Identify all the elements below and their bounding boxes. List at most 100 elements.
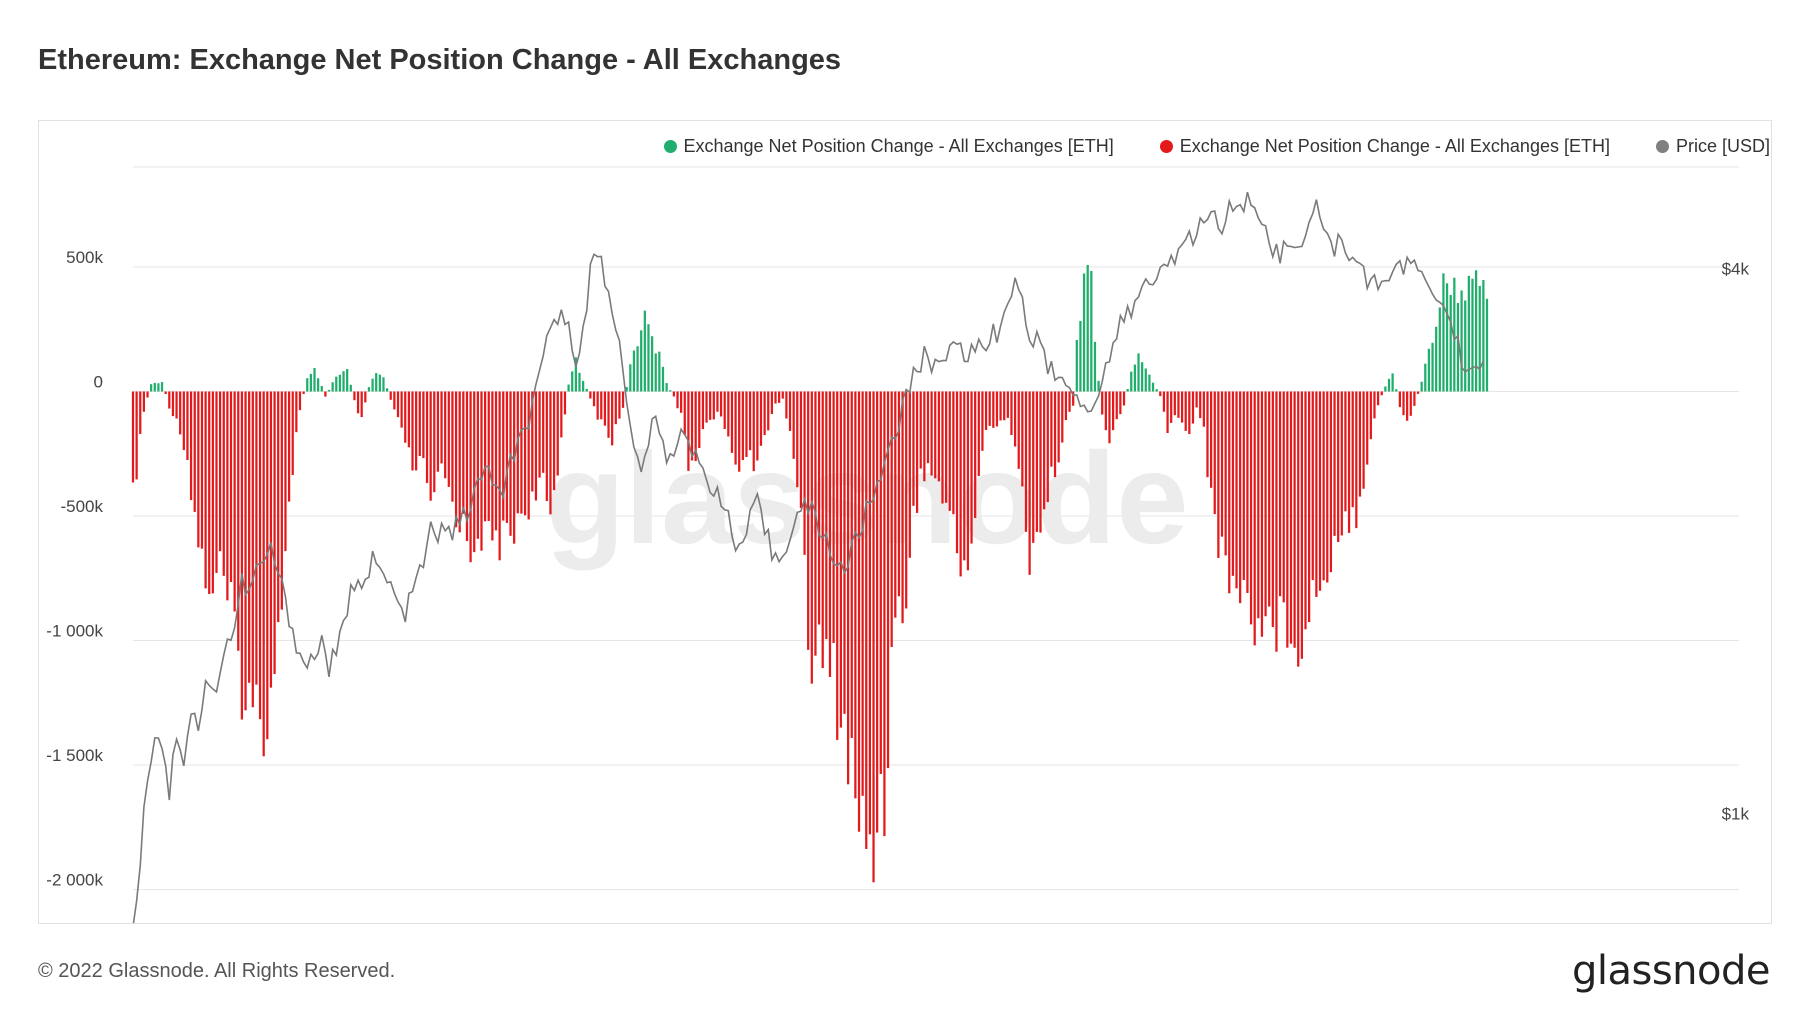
bar-positive: [160, 382, 164, 392]
bar-negative: [513, 391, 516, 544]
bar-positive: [665, 383, 668, 392]
bar-negative: [596, 391, 599, 420]
bar-negative: [556, 391, 559, 476]
bar-negative: [1355, 391, 1358, 529]
bar-negative: [520, 391, 523, 514]
bar-positive: [346, 369, 349, 392]
bar-positive: [1155, 389, 1158, 392]
bar-positive: [320, 386, 323, 392]
bar-positive: [1442, 273, 1445, 392]
bar-negative: [1053, 391, 1057, 478]
bar-negative: [810, 391, 813, 684]
legend-item-positive[interactable]: Exchange Net Position Change - All Excha…: [663, 136, 1114, 157]
bar-negative: [712, 391, 715, 420]
bar-negative: [723, 391, 726, 430]
bar-negative: [527, 391, 530, 520]
bar-positive: [1438, 307, 1441, 392]
bar-negative: [614, 391, 617, 425]
legend-item-price[interactable]: Price [USD]: [1655, 136, 1770, 157]
bar-negative: [945, 391, 948, 503]
bar-negative: [1224, 391, 1227, 556]
bar-negative: [476, 391, 479, 539]
bar-negative: [1242, 391, 1245, 580]
bar-negative: [1032, 391, 1035, 543]
bar-positive: [338, 374, 342, 392]
bar-positive: [658, 351, 661, 392]
bar-negative: [1308, 391, 1311, 623]
bar-negative: [589, 391, 592, 399]
legend-item-negative[interactable]: Exchange Net Position Change - All Excha…: [1159, 136, 1610, 157]
bar-negative: [1043, 391, 1046, 510]
bar-negative: [411, 391, 414, 471]
bar-negative: [204, 391, 207, 589]
bar-negative: [1257, 391, 1260, 619]
bar-negative: [618, 391, 621, 419]
bar-negative: [759, 391, 763, 446]
bar-negative: [607, 391, 610, 438]
bar-negative: [502, 391, 505, 521]
bar-negative: [211, 391, 214, 594]
bar-negative: [886, 391, 890, 769]
glassnode-logo[interactable]: glassnode: [1571, 948, 1771, 994]
bar-negative: [193, 391, 196, 512]
bar-negative: [905, 391, 908, 609]
legend-label: Price [USD]: [1675, 136, 1770, 156]
bar-negative: [592, 391, 596, 407]
bar-negative: [218, 391, 222, 552]
bar-positive: [1467, 275, 1470, 392]
bar-negative: [1166, 391, 1169, 434]
bar-positive: [1453, 277, 1456, 392]
bar-negative: [879, 391, 882, 774]
bar-negative: [1282, 391, 1285, 603]
bar-negative: [542, 391, 545, 473]
bar-negative: [458, 391, 461, 533]
bar-negative: [705, 391, 708, 423]
bar-negative: [280, 391, 283, 610]
bar-negative: [984, 391, 988, 431]
bar-negative: [538, 391, 541, 478]
bar-positive: [335, 376, 338, 392]
bar-positive: [317, 378, 320, 392]
bar-negative: [955, 391, 959, 554]
bar-negative: [226, 391, 229, 601]
legend-label: Exchange Net Position Change - All Excha…: [683, 136, 1114, 156]
bar-negative: [1220, 391, 1224, 537]
bar-negative: [244, 391, 247, 711]
bar-negative: [694, 391, 697, 462]
bar-negative: [687, 391, 690, 471]
bar-negative: [846, 391, 850, 785]
bar-negative: [930, 391, 933, 476]
bar-negative: [872, 391, 875, 883]
bar-positive: [1474, 270, 1478, 392]
bar-positive: [654, 353, 657, 392]
price-line: [132, 191, 1485, 923]
bar-negative: [796, 391, 799, 488]
bar-negative: [850, 391, 853, 738]
bar-negative: [1111, 391, 1115, 431]
bar-negative: [237, 391, 240, 651]
bar-negative: [248, 391, 251, 683]
bar-negative: [865, 391, 868, 849]
bar-negative: [738, 391, 741, 472]
bar-negative: [189, 391, 193, 501]
bar-positive: [1133, 364, 1137, 392]
bar-positive: [1435, 326, 1438, 392]
bar-negative: [1017, 391, 1020, 469]
bar-negative: [179, 391, 182, 435]
bar-negative: [999, 391, 1002, 421]
bar-negative: [1315, 391, 1318, 597]
bar-negative: [186, 391, 189, 461]
bar-negative: [1061, 391, 1064, 443]
bar-negative: [1351, 391, 1354, 508]
bar-negative: [861, 391, 864, 796]
bar-negative: [1326, 391, 1329, 583]
bar-negative: [1311, 391, 1314, 581]
bar-negative: [1380, 391, 1383, 396]
bar-positive: [1485, 298, 1489, 392]
bar-positive: [1391, 373, 1394, 392]
y-tick-label: 500k: [66, 248, 103, 267]
bar-negative: [215, 391, 218, 573]
bar-positive: [1130, 371, 1133, 392]
bar-positive: [632, 350, 636, 392]
